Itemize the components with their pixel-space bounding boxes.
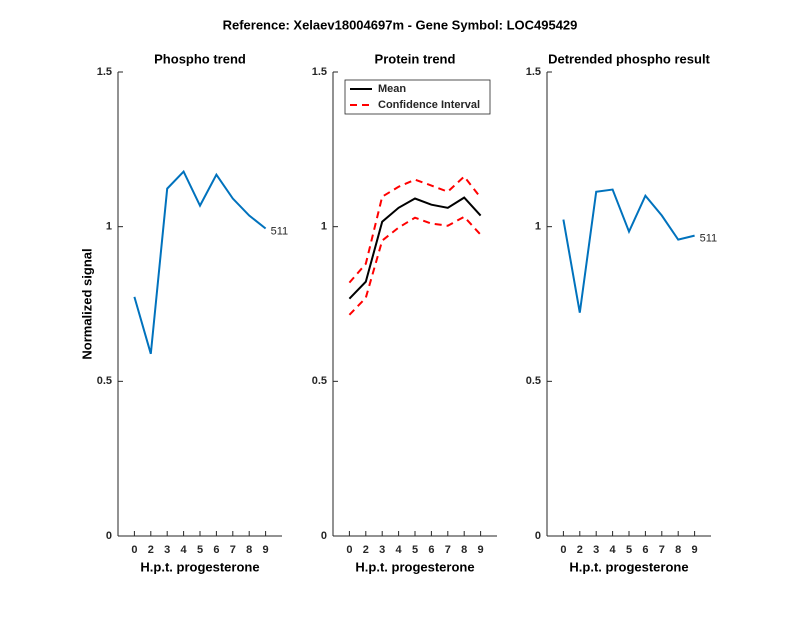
subplot-title: Phospho trend xyxy=(154,51,246,66)
subplot-title: Protein trend xyxy=(375,51,456,66)
x-tick-label: 2 xyxy=(148,544,154,556)
x-axis-label: H.p.t. progesterone xyxy=(140,559,259,574)
x-tick-label: 4 xyxy=(396,544,403,556)
x-tick-label: 6 xyxy=(642,544,648,556)
x-axis-label: H.p.t. progesterone xyxy=(569,559,688,574)
y-tick-label: 1 xyxy=(106,221,112,233)
end-label: 511 xyxy=(700,233,718,245)
data-line xyxy=(562,188,695,313)
y-tick-label: 0 xyxy=(321,530,327,542)
data-line xyxy=(348,215,482,316)
x-tick-label: 6 xyxy=(428,544,434,556)
y-tick-label: 0.5 xyxy=(526,375,541,387)
x-axis-label: H.p.t. progesterone xyxy=(355,559,474,574)
y-tick-label: 1.5 xyxy=(312,66,327,78)
x-tick-label: 6 xyxy=(213,544,219,556)
x-tick-label: 5 xyxy=(626,544,632,556)
x-tick-label: 3 xyxy=(379,544,385,556)
y-tick-label: 0 xyxy=(535,530,541,542)
x-tick-label: 9 xyxy=(263,544,269,556)
subplot-title: Detrended phospho result xyxy=(548,51,710,66)
x-tick-label: 0 xyxy=(560,544,566,556)
x-tick-label: 5 xyxy=(197,544,203,556)
x-tick-label: 3 xyxy=(164,544,170,556)
x-tick-label: 0 xyxy=(131,544,137,556)
x-tick-label: 5 xyxy=(412,544,418,556)
legend-box xyxy=(344,79,491,115)
x-tick-label: 2 xyxy=(363,544,369,556)
x-tick-label: 8 xyxy=(461,544,467,556)
legend-label: Mean xyxy=(378,83,406,95)
x-tick-label: 7 xyxy=(445,544,451,556)
y-tick-label: 1 xyxy=(535,221,541,233)
x-tick-label: 9 xyxy=(692,544,698,556)
data-line xyxy=(348,196,482,300)
y-tick-label: 1 xyxy=(321,221,327,233)
x-tick-label: 4 xyxy=(610,544,617,556)
y-tick-label: 1.5 xyxy=(97,66,112,78)
y-tick-label: 1.5 xyxy=(526,66,541,78)
x-tick-label: 9 xyxy=(478,544,484,556)
x-tick-label: 4 xyxy=(181,544,188,556)
x-tick-label: 7 xyxy=(659,544,665,556)
x-tick-label: 7 xyxy=(230,544,236,556)
x-tick-label: 8 xyxy=(246,544,252,556)
data-line xyxy=(133,169,267,355)
x-tick-label: 3 xyxy=(593,544,599,556)
legend-label: Confidence Interval xyxy=(378,99,480,111)
y-tick-label: 0 xyxy=(106,530,112,542)
x-tick-label: 2 xyxy=(577,544,583,556)
data-line xyxy=(348,175,482,284)
figure-title: Reference: Xelaev18004697m - Gene Symbol… xyxy=(223,17,578,32)
x-tick-label: 0 xyxy=(346,544,352,556)
end-label: 511 xyxy=(271,225,289,237)
y-tick-label: 0.5 xyxy=(97,375,112,387)
x-tick-label: 8 xyxy=(675,544,681,556)
y-tick-label: 0.5 xyxy=(312,375,327,387)
y-axis-label: Normalized signal xyxy=(79,248,94,359)
